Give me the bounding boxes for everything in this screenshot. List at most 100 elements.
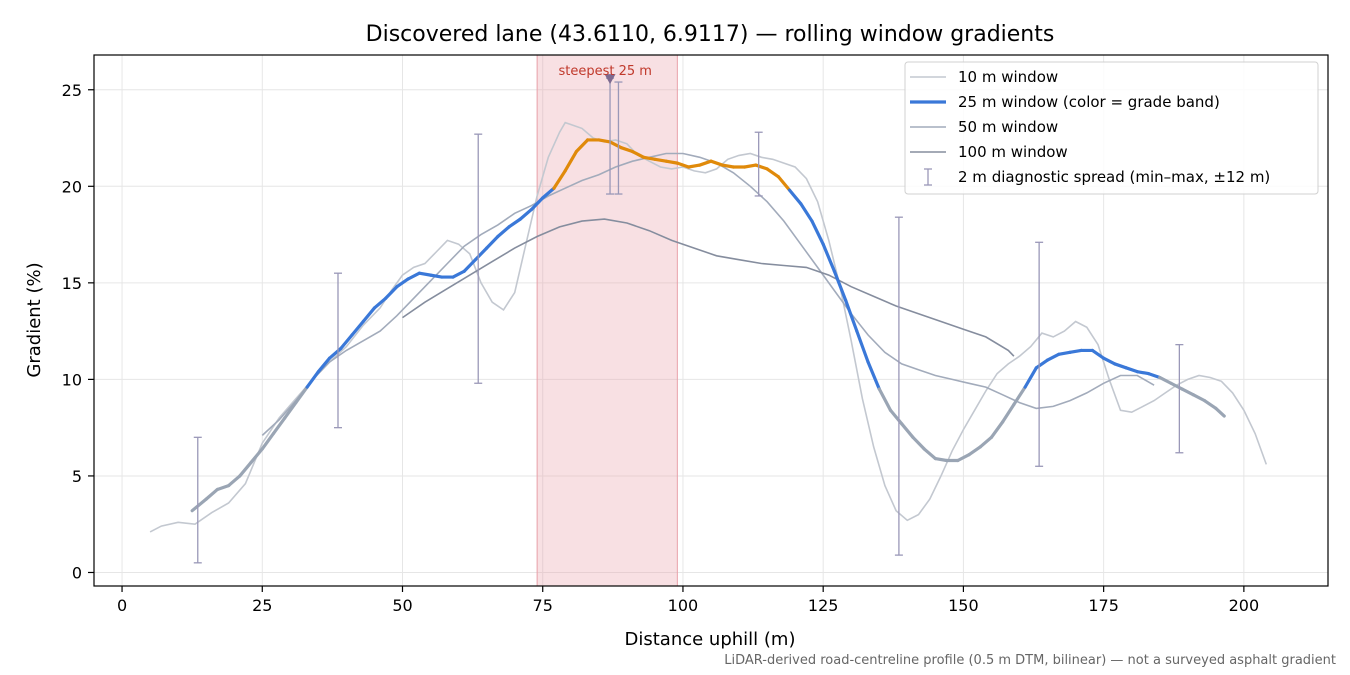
x-tick-label: 125 (808, 596, 839, 615)
series-segment-25m (384, 285, 399, 300)
series-segment-25m (190, 497, 208, 513)
series-segment-25m (866, 360, 881, 391)
series-segment-25m (1034, 358, 1050, 370)
series-segment-25m (642, 155, 657, 161)
y-tick-label: 20 (62, 177, 82, 196)
series-segment-25m (227, 474, 242, 488)
series-segment-25m (821, 242, 837, 273)
series-segment-25m (541, 186, 556, 200)
series-segment-25m (462, 258, 478, 273)
series-segment-25m (1214, 406, 1226, 418)
series-segment-25m (686, 163, 702, 169)
series-segment-25m (754, 163, 769, 171)
diagnostic-spread-bar (614, 81, 623, 195)
diagnostic-spread-bar (474, 133, 483, 384)
series-segment-25m (327, 346, 343, 360)
x-tick-label: 50 (392, 596, 412, 615)
x-tick-label: 0 (117, 596, 127, 615)
series-segment-25m (664, 159, 679, 165)
series-segment-25m (743, 163, 758, 169)
series-segment-25m (428, 273, 444, 279)
series-segment-25m (619, 146, 635, 154)
diagnostic-spread-bar (1035, 241, 1044, 467)
series-segment-25m (877, 387, 893, 412)
series-segment-25m (776, 175, 792, 192)
series-segment-25m (507, 217, 522, 229)
series-segment-25m (529, 196, 545, 212)
legend-entry: 100 m window (910, 143, 1068, 161)
series-segment-25m (787, 188, 803, 206)
series-segment-25m (1057, 350, 1072, 356)
series-segment-25m (1045, 352, 1061, 362)
x-tick-label: 100 (668, 596, 699, 615)
series-segment-25m (238, 460, 253, 478)
series-segment-25m (361, 306, 377, 324)
series-segment-25m (956, 453, 971, 463)
y-axis-label: Gradient (%) (24, 262, 45, 377)
series-segment-25m (249, 447, 264, 465)
series-segment-25m (406, 271, 421, 281)
legend-entry: 25 m window (color = grade band) (910, 93, 1220, 111)
series-segment-25m (608, 140, 623, 150)
diagnostic-spread-bar (754, 131, 763, 197)
legend-entry: 50 m window (910, 118, 1058, 136)
diagnostic-spread-bar (894, 216, 903, 556)
series-segment-25m (1135, 370, 1151, 376)
legend-label: 10 m window (958, 68, 1058, 86)
series-segment-25m (305, 370, 320, 389)
steepest-label: steepest 25 m (558, 64, 651, 79)
series-segment-25m (574, 138, 590, 154)
series-segment-25m (1023, 366, 1038, 389)
legend: 10 m window 25 m window (color = grade ba… (904, 61, 1319, 195)
series-segment-25m (855, 329, 870, 364)
series-segment-25m (518, 207, 534, 221)
series-segment-25m (1113, 362, 1128, 370)
series-segment-25m (1012, 385, 1027, 407)
series-segment-25m (698, 159, 713, 167)
series-segment-25m (709, 159, 724, 167)
series-line-100m (402, 218, 1015, 357)
series-segment-25m (810, 219, 825, 246)
series-segment-25m (316, 356, 332, 374)
series-segment-25m (496, 225, 511, 239)
series-line-50m (261, 152, 1155, 436)
x-tick-label: 175 (1088, 596, 1119, 615)
series-segment-25m (597, 138, 612, 144)
legend-label: 2 m diagnostic spread (min–max, ±12 m) (958, 168, 1270, 186)
series-segment-25m (1180, 387, 1195, 397)
series-segment-25m (653, 157, 668, 163)
series-segment-25m (350, 319, 365, 337)
series-segment-25m (1191, 393, 1207, 403)
x-tick-label: 25 (252, 596, 272, 615)
series-segment-25m (1202, 399, 1218, 410)
series-segment-25m (630, 149, 646, 159)
series-segment-25m (204, 487, 219, 501)
y-tick-label: 10 (62, 370, 82, 389)
series-segment-25m (1068, 348, 1083, 354)
series-segment-25m (1124, 366, 1139, 374)
diagnostic-spread-bar (193, 436, 202, 564)
x-axis-label: Distance uphill (m) (625, 629, 796, 650)
series-segment-25m (294, 385, 309, 405)
legend-entry: 2 m diagnostic spread (min–max, ±12 m) (924, 168, 1270, 186)
series-segment-25m (1001, 402, 1016, 424)
legend-label: 25 m window (color = grade band) (958, 93, 1220, 111)
series-segment-25m (832, 269, 848, 302)
y-tick-label: 15 (62, 274, 82, 293)
series-segment-25m (215, 483, 231, 492)
series-segment-25m (283, 400, 298, 420)
series-segment-25m (339, 333, 354, 351)
series-segment-25m (563, 149, 578, 173)
series-segment-25m (967, 445, 982, 457)
series-segment-25m (720, 163, 736, 169)
series-segment-25m (1090, 348, 1106, 360)
x-tick-label: 75 (533, 596, 553, 615)
series-segment-25m (552, 169, 567, 190)
legend-frame (904, 61, 1319, 195)
legend-label: 100 m window (958, 143, 1068, 161)
legend-label: 50 m window (958, 118, 1058, 136)
x-tick-label: 200 (1229, 596, 1260, 615)
y-tick-label: 5 (72, 467, 82, 486)
series-segment-25m (417, 271, 433, 277)
steepest-band (537, 55, 678, 586)
